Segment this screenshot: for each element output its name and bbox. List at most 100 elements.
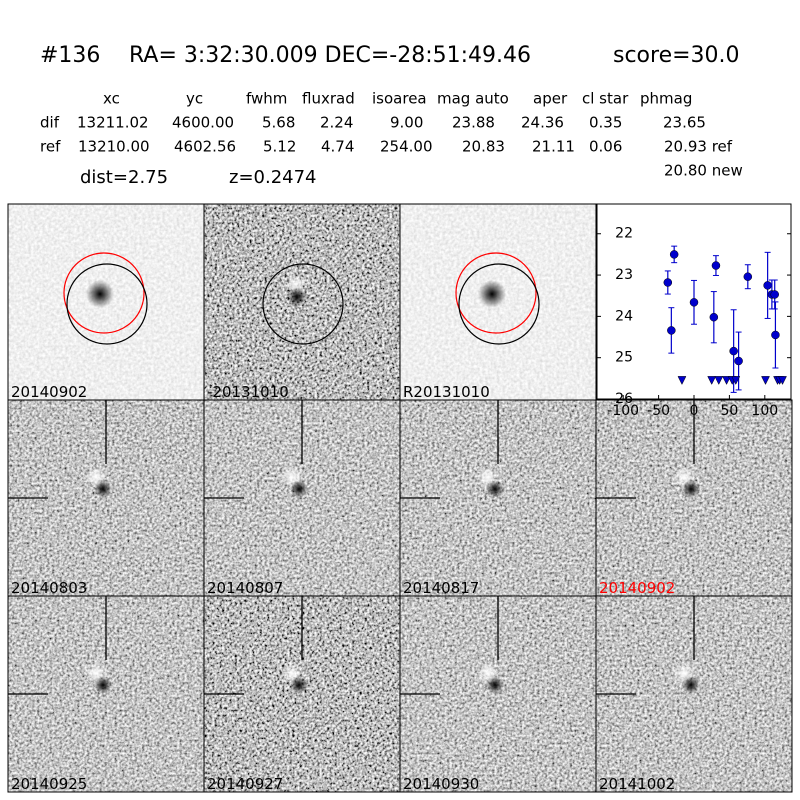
stamp: 20140925: [7, 595, 205, 793]
stamp-label: R20131010: [403, 383, 490, 401]
point: [734, 356, 743, 366]
column-header: phmag: [640, 90, 692, 108]
stamp-label: 20140902: [11, 383, 87, 401]
column-header: xc: [103, 90, 120, 108]
table-cell: 20.83: [462, 138, 505, 156]
stamp-label: 20140927: [207, 775, 283, 793]
upper-limit: [677, 376, 687, 385]
stamp: 20141002: [595, 595, 793, 793]
x-tick-label: 100: [751, 403, 778, 419]
upper-limit: [778, 376, 787, 385]
residual-black: [94, 480, 112, 498]
table-cell: 5.12: [263, 138, 296, 156]
point: [711, 261, 721, 270]
upper-limit: [714, 376, 724, 385]
stamp: 20140817: [399, 399, 597, 597]
stamp: R20131010: [399, 203, 597, 401]
dist-value: 2.75: [128, 167, 168, 188]
aperture-red: [63, 252, 145, 334]
stamp-label: 20141002: [599, 775, 675, 793]
y-tick-label: 24: [615, 308, 633, 324]
table-cell: 20.93 ref: [664, 138, 733, 156]
upper-limit: [761, 376, 770, 385]
table-cell: 13210.00: [78, 138, 150, 156]
y-tick-label: 22: [615, 226, 633, 242]
x-tick-label: 0: [690, 403, 699, 419]
table-cell: 4.74: [321, 138, 354, 156]
aperture-black: [458, 263, 540, 345]
point: [669, 250, 679, 259]
stamp-label: 20140902: [599, 579, 675, 597]
stamp: 20140807: [203, 399, 401, 597]
y-tick-label: 23: [615, 267, 633, 283]
point: [763, 281, 772, 290]
residual-black: [486, 676, 504, 694]
coordinates: RA= 3:32:30.009 DEC=-28:51:49.46: [129, 43, 531, 68]
column-header: mag auto: [437, 90, 509, 108]
stamp-label: 20140817: [403, 579, 479, 597]
residual-black: [94, 676, 112, 694]
table-cell: 24.36: [521, 114, 564, 132]
x-tick-label: 50: [720, 403, 738, 419]
stamp-label: -20131010: [207, 383, 289, 401]
aperture-black: [66, 263, 148, 345]
stamp-label: 20140925: [11, 775, 87, 793]
x-tick-label: -50: [647, 403, 670, 419]
table-cell: 21.11: [532, 138, 575, 156]
table-cell: 0.35: [589, 114, 622, 132]
point: [729, 346, 738, 356]
stamp: 20140902: [595, 399, 793, 597]
object-id: #136: [40, 43, 100, 68]
point: [770, 290, 779, 299]
y-tick-label: 25: [615, 350, 633, 366]
column-header: fwhm: [246, 90, 287, 108]
point: [667, 326, 676, 335]
residual-black: [290, 480, 308, 498]
source: [86, 280, 114, 308]
table-cell: 0.06: [589, 138, 622, 156]
table-cell: 4600.00: [172, 114, 234, 132]
stamp: 20140803: [7, 399, 205, 597]
new-mag: 20.80 new: [664, 162, 743, 180]
stamp-label: 20140803: [11, 579, 87, 597]
stamp: 20140927: [203, 595, 401, 793]
table-cell: 2.24: [320, 114, 353, 132]
column-header: fluxrad: [302, 90, 355, 108]
upper-limit: [722, 376, 731, 385]
residual-black: [486, 480, 504, 498]
stamp-label: 20140930: [403, 775, 479, 793]
column-header: cl star: [582, 90, 629, 108]
stamp-label: 20140807: [207, 579, 283, 597]
source: [478, 280, 506, 308]
row-label: ref: [40, 138, 61, 156]
stamp: 20140930: [399, 595, 597, 793]
residual-black: [682, 676, 700, 694]
table-cell: 23.65: [663, 114, 706, 132]
aperture-red: [455, 252, 537, 334]
redshift: z=0.2474: [229, 167, 317, 188]
stamp: -20131010: [203, 203, 401, 401]
residual-black: [287, 287, 307, 307]
column-header: yc: [186, 90, 203, 108]
y-tick-label: 26: [615, 391, 633, 407]
column-header: aper: [533, 90, 568, 108]
residual-black: [290, 676, 308, 694]
residual-black: [682, 480, 700, 498]
point: [771, 330, 780, 340]
aperture-black: [262, 263, 344, 345]
table-cell: 4602.56: [174, 138, 236, 156]
table-cell: 23.88: [452, 114, 495, 132]
table-cell: 13211.02: [77, 114, 149, 132]
point: [743, 272, 753, 281]
table-cell: 254.00: [380, 138, 433, 156]
stamp-frame: [595, 595, 793, 793]
table-cell: 5.68: [262, 114, 295, 132]
point: [663, 278, 673, 287]
table-cell: 9.00: [390, 114, 423, 132]
score: score=30.0: [613, 43, 740, 68]
upper-limit: [707, 376, 717, 385]
point: [689, 298, 699, 307]
dist-label: dist=: [80, 167, 128, 188]
column-header: isoarea: [372, 90, 427, 108]
